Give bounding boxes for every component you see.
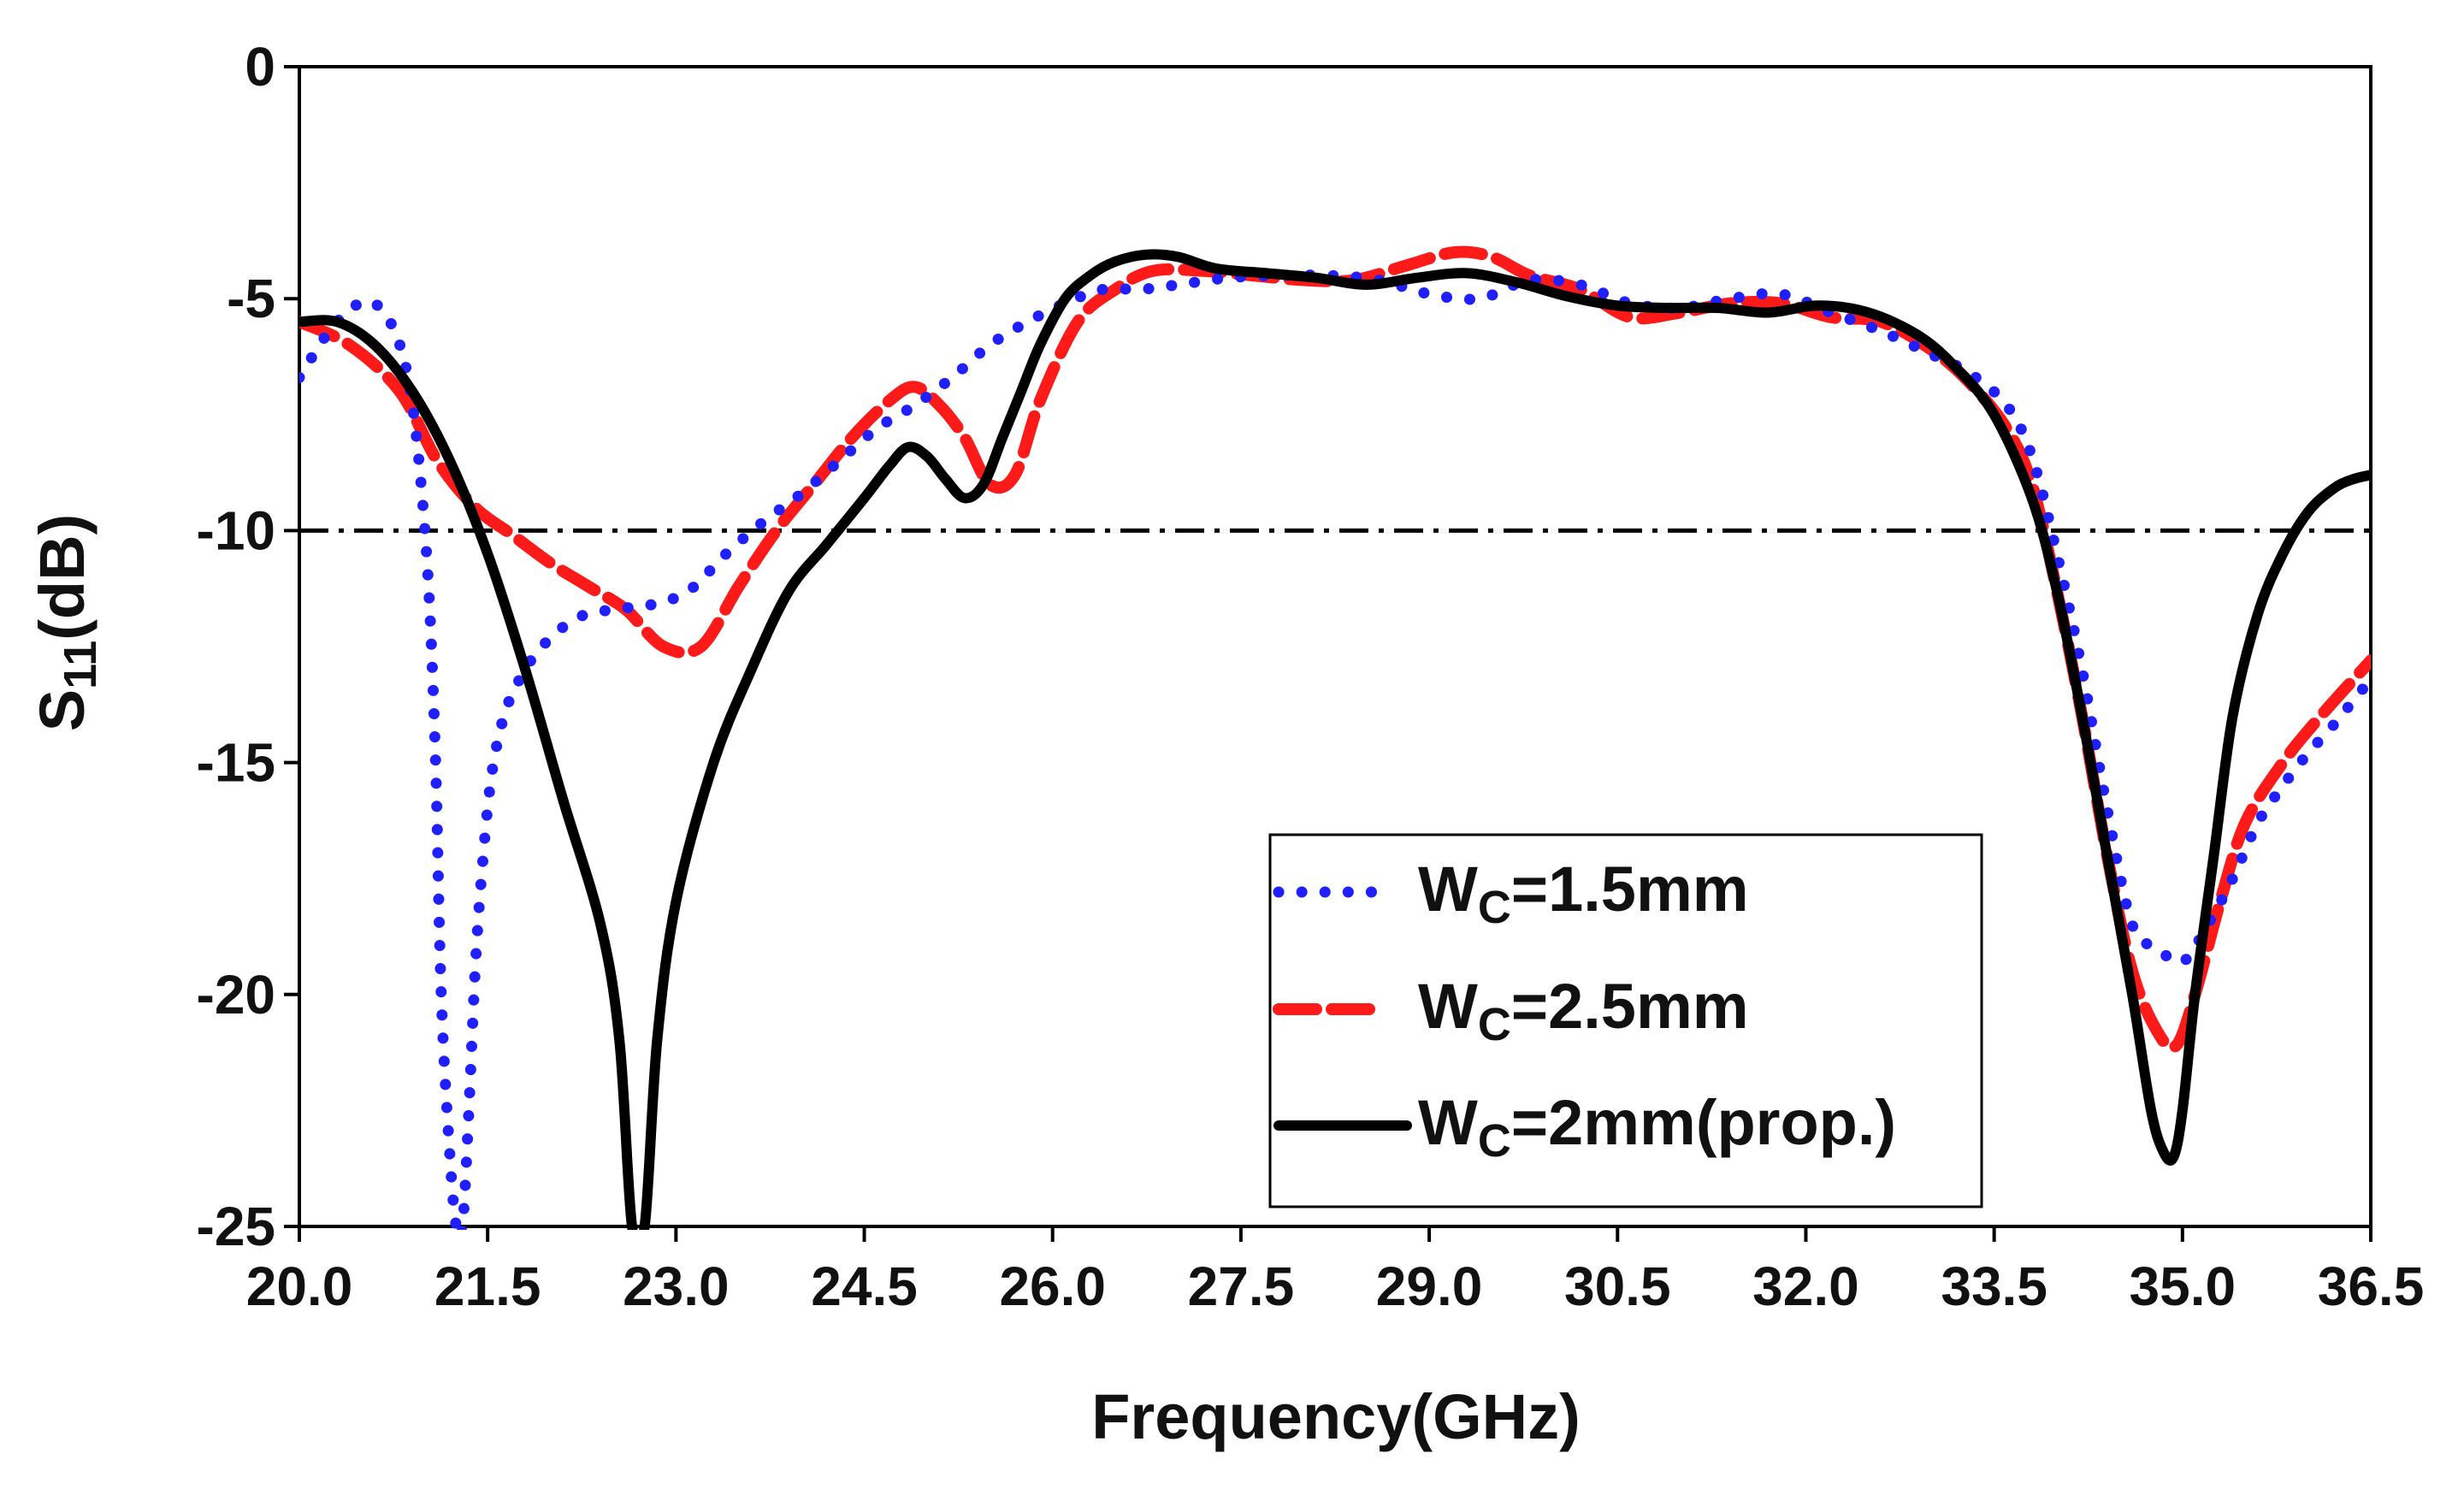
plot-area bbox=[298, 65, 2372, 1228]
series-layer bbox=[299, 245, 2371, 1230]
x-axis-label: Frequency(GHz) bbox=[1091, 1381, 1581, 1452]
series-line-wc-1-5mm bbox=[299, 269, 2371, 1230]
y-axis-ticks: 0 -5 -10 -15 -20 -25 bbox=[197, 36, 299, 1257]
y-axis-label-main: S bbox=[27, 689, 97, 731]
legend-label-wc-2mm-prop-sub: C bbox=[1478, 1115, 1511, 1167]
legend-label-wc-1-5mm-rest: =1.5mm bbox=[1511, 854, 1749, 925]
y-axis-label-unit: (dB) bbox=[27, 514, 97, 641]
legend-label-wc-1-5mm: WC=1.5mm bbox=[1418, 854, 1749, 933]
x-tick-label: 32.0 bbox=[1752, 1256, 1859, 1317]
x-tick-label: 33.5 bbox=[1941, 1256, 2047, 1317]
x-tick-label: 27.5 bbox=[1188, 1256, 1295, 1317]
legend-label-wc-2-5mm: WC=2.5mm bbox=[1418, 971, 1749, 1050]
plot-frame bbox=[298, 65, 2372, 1228]
y-tick-label: -20 bbox=[197, 964, 276, 1025]
legend-label-wc-2mm-prop-main: W bbox=[1418, 1087, 1478, 1158]
x-tick-label: 26.0 bbox=[999, 1256, 1106, 1317]
legend-label-wc-2-5mm-rest: =2.5mm bbox=[1511, 971, 1749, 1042]
y-tick-label: -5 bbox=[227, 268, 275, 329]
x-tick-label: 35.0 bbox=[2130, 1256, 2237, 1317]
x-tick-label: 30.5 bbox=[1564, 1256, 1671, 1317]
y-tick-label: 0 bbox=[245, 36, 275, 97]
legend-label-wc-2mm-prop-rest: =2mm(prop.) bbox=[1511, 1087, 1896, 1158]
series-line-wc-2mm-prop bbox=[299, 249, 2371, 1230]
y-tick-label: -15 bbox=[197, 732, 276, 794]
legend-label-wc-2-5mm-sub: C bbox=[1478, 999, 1511, 1050]
x-tick-label: 20.0 bbox=[246, 1256, 353, 1317]
legend-box bbox=[1268, 833, 1983, 1208]
x-axis-ticks: 20.0 21.5 23.0 24.5 26.0 27.5 29.0 30.5 32.0 33.5… bbox=[246, 1226, 2425, 1317]
x-tick-label: 24.5 bbox=[811, 1256, 918, 1317]
legend-label-wc-2-5mm-main: W bbox=[1418, 971, 1478, 1042]
y-tick-label: -10 bbox=[197, 499, 276, 561]
x-tick-label: 23.0 bbox=[623, 1256, 730, 1317]
x-tick-label: 21.5 bbox=[434, 1256, 541, 1317]
y-axis-label: S11(dB) bbox=[27, 514, 106, 731]
y-tick-label: -25 bbox=[197, 1196, 276, 1257]
y-axis-label-sub: 11 bbox=[55, 641, 106, 689]
legend-label-wc-2mm-prop: WC=2mm(prop.) bbox=[1418, 1087, 1896, 1167]
legend-label-wc-1-5mm-main: W bbox=[1418, 854, 1478, 925]
legend-label-wc-1-5mm-sub: C bbox=[1478, 882, 1511, 933]
x-tick-label: 29.0 bbox=[1376, 1256, 1483, 1317]
legend: WC=1.5mm WC=2.5mm WC=2mm(prop.) bbox=[1268, 833, 1983, 1208]
x-tick-label: 36.5 bbox=[2318, 1256, 2425, 1317]
